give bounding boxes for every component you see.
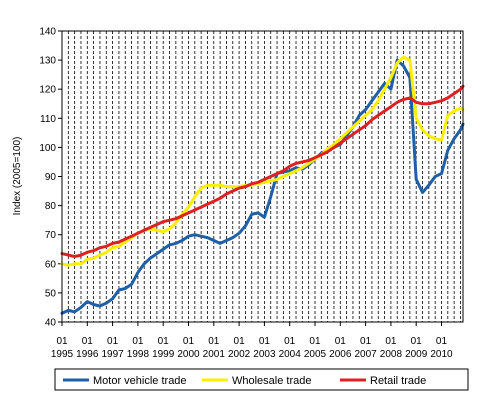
x-tick-label-year: 2006: [329, 349, 352, 360]
series-line: [60, 55, 465, 267]
x-tick-label-year: 2007: [354, 349, 377, 360]
series-line: [60, 84, 465, 258]
legend: Motor vehicle trade Wholesale trade Retail…: [54, 368, 469, 391]
vertical-gridlines: [67, 31, 461, 322]
y-axis: 40 50 60 70 80 90 100 110 120 130 140: [39, 27, 62, 329]
legend-box: [54, 368, 469, 391]
x-tick-label-month: 01: [335, 336, 347, 347]
x-tick-label-year: 1999: [152, 349, 175, 360]
plot-frame: [61, 30, 464, 323]
x-tick-label-year: 2010: [430, 349, 453, 360]
x-tick-label-month: 01: [132, 336, 144, 347]
y-tick-label: 110: [40, 114, 56, 125]
y-tick-label: 100: [39, 143, 56, 154]
y-tick-label: 80: [45, 201, 57, 212]
x-tick-label-month: 01: [234, 336, 246, 347]
x-tick-label-year: 2005: [304, 349, 327, 360]
y-tick-label: 40: [45, 318, 57, 329]
x-axis: 01 1995 01 1996 01 1997 01 1998 01 1999 01 2000 01 20…: [51, 322, 453, 360]
y-tick-label: 60: [45, 259, 57, 270]
x-tick-label-month: 01: [385, 336, 397, 347]
legend-label: Retail trade: [370, 375, 426, 387]
x-tick-label-year: 2008: [380, 349, 403, 360]
y-tick-label: 120: [39, 85, 56, 96]
x-tick-label-year: 2001: [203, 349, 226, 360]
x-tick-label-year: 2002: [228, 349, 251, 360]
legend-label: Motor vehicle trade: [93, 375, 187, 387]
series-lines: [60, 55, 465, 315]
x-tick-label-month: 01: [158, 336, 170, 347]
y-tick-label: 50: [45, 288, 57, 299]
y-axis-title: Index (2005=100): [12, 137, 23, 216]
x-tick-label-month: 01: [107, 336, 119, 347]
y-tick-label: 70: [45, 230, 57, 241]
y-tick-label: 90: [45, 172, 57, 183]
y-tick-label: 130: [39, 56, 56, 67]
legend-label: Wholesale trade: [232, 375, 312, 387]
x-tick-label-year: 2004: [279, 349, 302, 360]
x-tick-label-month: 01: [208, 336, 220, 347]
x-tick-label-month: 01: [183, 336, 195, 347]
x-tick-label-year: 1997: [101, 349, 124, 360]
x-tick-label-year: 1998: [127, 349, 150, 360]
x-tick-label-year: 2009: [405, 349, 428, 360]
x-tick-label-year: 2003: [253, 349, 276, 360]
x-tick-label-month: 01: [284, 336, 296, 347]
x-tick-label-month: 01: [436, 336, 448, 347]
x-tick-label-month: 01: [56, 336, 68, 347]
x-tick-label-year: 1996: [76, 349, 99, 360]
x-tick-label-month: 01: [259, 336, 271, 347]
x-tick-label-year: 2000: [177, 349, 200, 360]
x-tick-label-year: 1995: [51, 349, 74, 360]
x-tick-label-month: 01: [360, 336, 372, 347]
x-tick-label-month: 01: [309, 336, 321, 347]
x-tick-label-month: 01: [411, 336, 423, 347]
y-tick-label: 140: [39, 27, 56, 38]
x-tick-label-month: 01: [82, 336, 94, 347]
